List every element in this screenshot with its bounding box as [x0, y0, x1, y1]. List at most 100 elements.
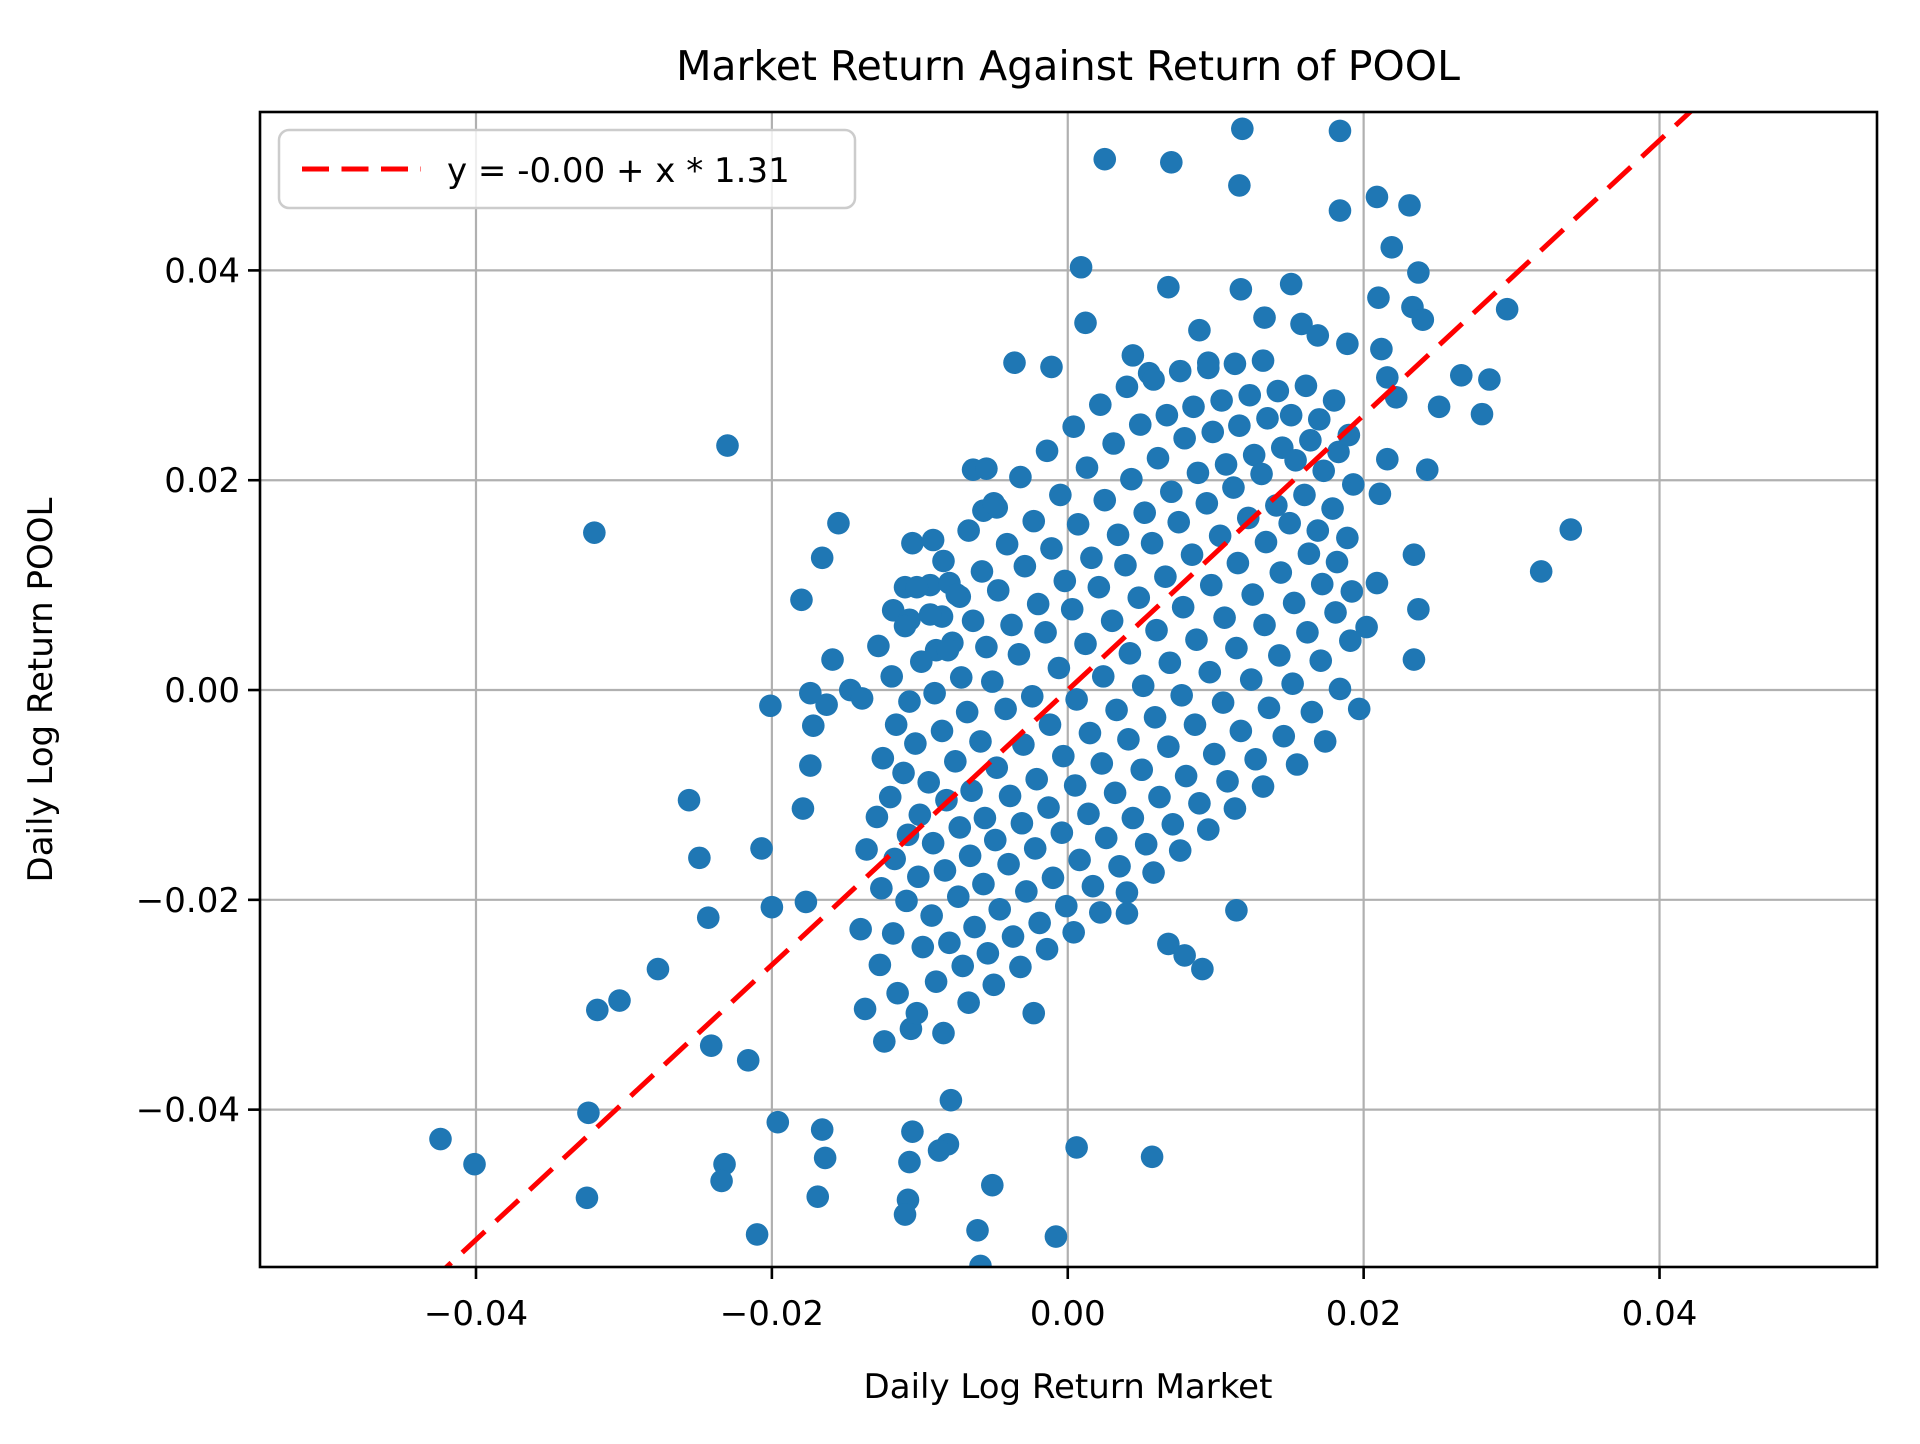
scatter-point	[1225, 899, 1248, 922]
scatter-point	[1087, 575, 1111, 599]
scatter-point	[961, 609, 985, 633]
scatter-point	[1367, 286, 1390, 309]
scatter-point	[577, 1101, 600, 1125]
scatter-point	[586, 998, 609, 1022]
scatter-point	[1223, 797, 1247, 820]
scatter-point	[1065, 1136, 1088, 1159]
scatter-point	[1210, 389, 1233, 412]
scatter-point	[972, 872, 995, 896]
scatter-point	[1026, 592, 1050, 616]
scatter-point	[1185, 628, 1208, 651]
scatter-point	[1121, 806, 1145, 830]
scatter-point	[921, 528, 945, 552]
scatter-point	[997, 852, 1020, 876]
scatter-point	[1195, 491, 1219, 515]
scatter-point	[1279, 272, 1303, 296]
scatter-point	[1062, 921, 1085, 944]
scatter-point	[1077, 802, 1100, 826]
scatter-point	[1044, 1225, 1068, 1248]
scatter-point	[1223, 352, 1247, 376]
scatter-point	[1355, 615, 1378, 639]
scatter-point	[1236, 506, 1260, 530]
scatter-point	[1050, 821, 1074, 844]
scatter-point	[1052, 744, 1075, 768]
scatter-point	[998, 784, 1022, 808]
scatter-point	[901, 531, 924, 555]
scatter-point	[1022, 509, 1046, 533]
scatter-point	[1115, 881, 1139, 904]
scatter-point	[799, 681, 822, 705]
scatter-point	[1407, 261, 1430, 284]
scatter-point	[994, 697, 1017, 721]
scatter-point	[1336, 526, 1359, 550]
scatter-point	[1337, 423, 1361, 447]
scatter-point	[688, 846, 711, 870]
scatter-point	[1142, 861, 1165, 884]
scatter-point	[790, 588, 813, 612]
scatter-point	[463, 1152, 486, 1176]
legend: y = -0.00 + x * 1.31	[277, 128, 857, 210]
scatter-point	[865, 805, 889, 829]
scatter-point	[1158, 651, 1182, 675]
y-tick-label: 0.04	[164, 251, 240, 291]
scatter-point	[982, 973, 1006, 997]
scatter-point	[1253, 306, 1276, 329]
scatter-point	[921, 831, 945, 855]
scatter-point	[760, 895, 784, 919]
scatter-point	[1089, 393, 1112, 416]
scatter-point	[938, 931, 961, 955]
scatter-point	[1376, 366, 1399, 389]
scatter-point	[969, 1254, 992, 1267]
scatter-point	[1010, 811, 1034, 835]
scatter-point	[802, 714, 825, 737]
scatter-point	[1117, 728, 1140, 751]
scatter-point	[791, 797, 815, 820]
scatter-point	[1306, 324, 1330, 347]
scatter-point	[766, 1110, 790, 1134]
scatter-point	[1182, 395, 1205, 419]
scatter-point	[1297, 542, 1321, 565]
scatter-point	[1130, 758, 1154, 782]
scatter-point	[1339, 629, 1362, 653]
scatter-point	[1470, 402, 1494, 426]
scatter-point	[1168, 359, 1192, 383]
scatter-point	[1293, 483, 1316, 507]
scatter-point	[646, 957, 670, 981]
scatter-point	[677, 788, 701, 812]
scatter-point	[1402, 648, 1426, 671]
scatter-point	[1121, 344, 1145, 367]
y-axis-label: Daily Log Return POOL	[21, 497, 61, 882]
scatter-point	[699, 1034, 723, 1057]
scatter-point	[1060, 597, 1084, 621]
scatter-point	[981, 670, 1004, 693]
y-tick-label: −0.04	[136, 1091, 240, 1131]
scatter-point	[1003, 351, 1026, 375]
scatter-point	[1001, 925, 1025, 948]
scatter-point	[1213, 606, 1236, 629]
scatter-point	[970, 560, 994, 583]
scatter-point	[1118, 642, 1142, 665]
scatter-point	[1102, 432, 1125, 455]
scatter-point	[1228, 414, 1251, 437]
scatter-point	[1120, 467, 1143, 491]
scatter-point	[1321, 497, 1344, 520]
scatter-point	[1242, 443, 1266, 467]
scatter-point	[1411, 308, 1435, 332]
scatter-point	[1257, 696, 1281, 720]
scatter-point	[1023, 837, 1047, 860]
scatter-point	[1324, 601, 1347, 624]
scatter-point	[1222, 476, 1245, 499]
axis-ticks	[248, 269, 1661, 1279]
scatter-point	[1000, 613, 1023, 637]
scatter-point	[1038, 713, 1062, 736]
scatter-point	[1254, 530, 1278, 554]
scatter-point	[1146, 446, 1170, 470]
scatter-point	[939, 1088, 963, 1112]
scatter-point	[1198, 660, 1222, 684]
scatter-point	[1160, 151, 1183, 174]
scatter-point	[759, 694, 782, 718]
scatter-point	[893, 1203, 917, 1226]
scatter-point	[945, 583, 969, 606]
scatter-point	[1478, 368, 1501, 391]
